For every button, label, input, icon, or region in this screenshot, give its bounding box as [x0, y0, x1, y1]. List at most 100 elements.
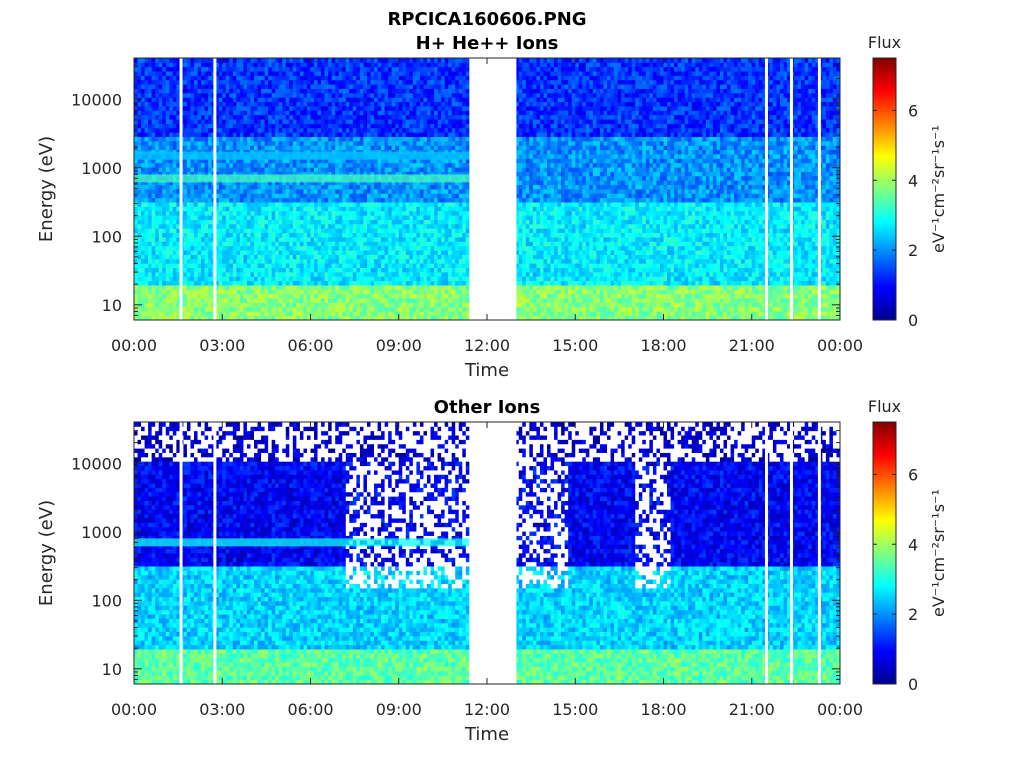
heatmap-cell	[141, 110, 145, 115]
heatmap-cell	[173, 224, 177, 229]
heatmap-cell	[208, 294, 212, 299]
heatmap-cell	[183, 132, 187, 137]
heatmap-cell	[236, 289, 240, 294]
heatmap-cell	[141, 224, 145, 229]
heatmap-cell	[226, 259, 230, 264]
heatmap-cell	[169, 215, 173, 220]
heatmap-cell	[201, 268, 205, 273]
heatmap-cell	[138, 268, 142, 273]
heatmap-cell	[233, 206, 237, 211]
heatmap-cell	[183, 220, 187, 225]
heatmap-cell	[162, 106, 166, 111]
heatmap-cell	[152, 263, 156, 268]
heatmap-cell	[205, 62, 209, 67]
heatmap-cell	[162, 307, 166, 312]
heatmap-cell	[183, 272, 187, 277]
heatmap-cell	[194, 71, 198, 76]
heatmap-cell	[152, 89, 156, 94]
heatmap-cell	[169, 163, 173, 168]
heatmap-cell	[162, 67, 166, 72]
heatmap-cell	[222, 189, 226, 194]
heatmap-cell	[169, 115, 173, 120]
heatmap-cell	[233, 132, 237, 137]
heatmap-cell	[201, 80, 205, 85]
heatmap-cell	[155, 202, 159, 207]
heatmap-cell	[138, 241, 142, 246]
heatmap-cell	[141, 255, 145, 260]
heatmap-cell	[169, 141, 173, 146]
heatmap-cell	[187, 71, 191, 76]
heatmap-cell	[169, 75, 173, 80]
heatmap-cell	[205, 311, 209, 316]
heatmap-cell	[138, 132, 142, 137]
heatmap-cell	[141, 124, 145, 129]
heatmap-cell	[166, 241, 170, 246]
heatmap-cell	[152, 67, 156, 72]
heatmap-cell	[219, 84, 223, 89]
heatmap-cell	[219, 237, 223, 242]
heatmap-cell	[205, 228, 209, 233]
heatmap-cell	[233, 272, 237, 277]
heatmap-cell	[138, 128, 142, 133]
heatmap-cell	[152, 294, 156, 299]
heatmap-cell	[201, 206, 205, 211]
heatmap-cell	[201, 307, 205, 312]
heatmap-cell	[208, 167, 212, 172]
heatmap-cell	[169, 198, 173, 203]
heatmap-cell	[190, 163, 194, 168]
heatmap-cell	[159, 163, 163, 168]
heatmap-cell	[145, 185, 149, 190]
heatmap-cell	[183, 115, 187, 120]
heatmap-cell	[145, 211, 149, 216]
heatmap-cell	[187, 294, 191, 299]
heatmap-cell	[219, 281, 223, 286]
heatmap-cell	[194, 255, 198, 260]
heatmap-cell	[166, 285, 170, 290]
heatmap-cell	[208, 303, 212, 308]
heatmap-cell	[229, 263, 233, 268]
heatmap-cell	[173, 71, 177, 76]
heatmap-cell	[173, 220, 177, 225]
heatmap-cell	[194, 237, 198, 242]
heatmap-cell	[173, 124, 177, 129]
heatmap-cell	[201, 259, 205, 264]
heatmap-cell	[152, 255, 156, 260]
heatmap-cell	[152, 233, 156, 238]
heatmap-cell	[183, 71, 187, 76]
heatmap-cell	[226, 198, 230, 203]
heatmap-cell	[219, 71, 223, 76]
heatmap-cell	[233, 246, 237, 251]
heatmap-cell	[190, 128, 194, 133]
heatmap-cell	[138, 137, 142, 142]
heatmap-cell	[166, 93, 170, 98]
heatmap-cell	[222, 185, 226, 190]
heatmap-cell	[190, 233, 194, 238]
heatmap-cell	[229, 62, 233, 67]
heatmap-cell	[198, 141, 202, 146]
heatmap-cell	[141, 298, 145, 303]
heatmap-cell	[226, 67, 230, 72]
heatmap-cell	[166, 228, 170, 233]
heatmap-cell	[208, 141, 212, 146]
heatmap-cell	[208, 215, 212, 220]
heatmap-cell	[148, 250, 152, 255]
heatmap-cell	[198, 58, 202, 63]
heatmap-cell	[194, 167, 198, 172]
heatmap-cell	[134, 124, 138, 129]
heatmap-cell	[229, 93, 233, 98]
heatmap-cell	[173, 80, 177, 85]
heatmap-cell	[226, 189, 230, 194]
heatmap-cell	[222, 250, 226, 255]
heatmap-cell	[187, 237, 191, 242]
heatmap-cell	[173, 294, 177, 299]
heatmap-cell	[236, 241, 240, 246]
heatmap-cell	[173, 185, 177, 190]
heatmap-cell	[205, 80, 209, 85]
heatmap-cell	[190, 89, 194, 94]
heatmap-cell	[208, 276, 212, 281]
heatmap-cell	[169, 128, 173, 133]
heatmap-cell	[183, 58, 187, 63]
heatmap-cell	[229, 311, 233, 316]
heatmap-cell	[152, 281, 156, 286]
heatmap-cell	[187, 233, 191, 238]
